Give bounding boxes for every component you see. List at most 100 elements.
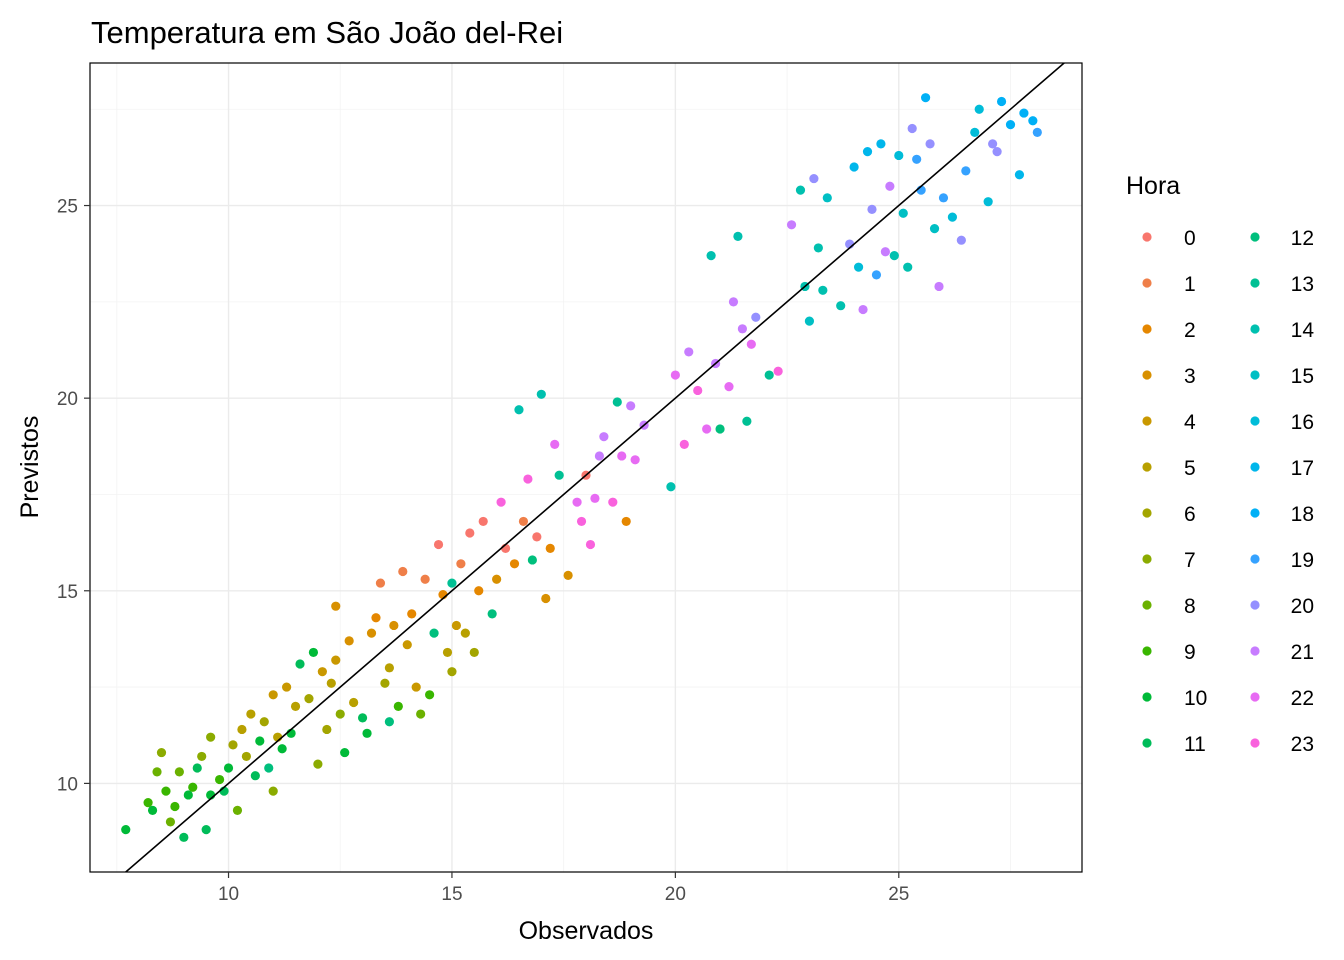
- data-point: [858, 304, 868, 315]
- data-point: [322, 724, 332, 735]
- data-point: [1019, 108, 1029, 118]
- data-point: [728, 297, 739, 307]
- data-point: [929, 224, 940, 234]
- data-point: [889, 251, 899, 261]
- legend-label: 8: [1184, 595, 1196, 618]
- legend-key: [1142, 370, 1152, 380]
- data-point: [836, 301, 846, 311]
- legend-label: 1: [1184, 273, 1196, 296]
- data-point: [809, 173, 819, 184]
- legend-label: 10: [1184, 687, 1207, 710]
- legend: Hora 01234567891011121314151617181920212…: [1126, 172, 1314, 756]
- data-point: [246, 709, 256, 719]
- data-point: [885, 181, 895, 191]
- data-point: [380, 678, 390, 688]
- legend-label: 6: [1184, 503, 1196, 526]
- legend-label: 15: [1291, 365, 1314, 388]
- data-point: [264, 763, 274, 773]
- legend-label: 0: [1184, 227, 1196, 250]
- data-point: [715, 424, 725, 434]
- data-point: [684, 347, 694, 357]
- data-point: [304, 694, 314, 704]
- legend-label: 2: [1184, 319, 1196, 342]
- legend-key: [1250, 554, 1260, 564]
- data-point: [626, 401, 636, 411]
- x-axis-ticks: 10 15 20 25: [218, 872, 909, 905]
- legend-key: [1142, 600, 1152, 610]
- data-point: [201, 825, 211, 835]
- data-point: [724, 382, 734, 392]
- data-point: [585, 539, 596, 550]
- plot-border: [89, 62, 1083, 873]
- data-point: [1005, 120, 1016, 130]
- data-point: [407, 609, 417, 619]
- legend-label: 9: [1184, 641, 1196, 664]
- data-point: [670, 370, 680, 380]
- data-point: [389, 620, 399, 631]
- data-point: [429, 628, 439, 638]
- data-point: [456, 559, 466, 569]
- data-point: [460, 628, 470, 638]
- data-point: [371, 613, 381, 623]
- data-point: [447, 667, 457, 677]
- data-point: [362, 728, 372, 738]
- data-point: [451, 620, 462, 631]
- legend-key: [1250, 416, 1260, 426]
- data-point: [206, 732, 216, 742]
- plot-panel: [90, 63, 1082, 872]
- legend-label: 23: [1291, 733, 1314, 756]
- data-point: [621, 516, 631, 527]
- legend-label: 21: [1291, 641, 1314, 664]
- data-point: [992, 147, 1002, 157]
- legend-title: Hora: [1126, 172, 1180, 200]
- legend-key: [1142, 324, 1152, 334]
- data-point: [679, 439, 689, 449]
- data-point: [317, 667, 327, 677]
- legend-key: [1250, 232, 1260, 242]
- data-point: [277, 744, 287, 754]
- data-point: [630, 455, 640, 465]
- data-point: [478, 516, 488, 527]
- data-point: [308, 647, 319, 658]
- data-point: [335, 709, 345, 719]
- data-point: [393, 701, 403, 711]
- data-point: [733, 231, 743, 241]
- data-point: [751, 312, 761, 322]
- data-point: [197, 751, 207, 762]
- legend-label: 16: [1291, 411, 1314, 434]
- data-point: [545, 543, 555, 554]
- data-point: [232, 805, 243, 815]
- data-point: [170, 801, 180, 812]
- legend-key: [1250, 278, 1260, 288]
- data-point: [366, 628, 377, 638]
- data-point: [487, 609, 497, 619]
- y-tick-label: 10: [57, 774, 78, 795]
- data-point: [282, 682, 292, 692]
- x-tick-label: 10: [218, 884, 239, 905]
- data-point: [465, 528, 475, 538]
- data-point: [786, 220, 797, 230]
- data-point: [174, 767, 184, 777]
- data-point: [223, 763, 234, 773]
- legend-label: 19: [1291, 549, 1314, 572]
- data-point: [590, 493, 600, 503]
- x-tick-label: 15: [441, 884, 462, 905]
- legend-key: [1250, 600, 1260, 610]
- data-point: [1014, 170, 1025, 180]
- data-point: [983, 197, 993, 207]
- data-point: [259, 717, 269, 727]
- data-point: [956, 235, 966, 245]
- data-point: [416, 709, 426, 719]
- legend-label: 14: [1291, 319, 1315, 342]
- data-point: [894, 150, 904, 161]
- data-point: [469, 647, 479, 658]
- data-point: [518, 516, 529, 527]
- data-point: [903, 262, 913, 272]
- data-point: [912, 154, 922, 164]
- data-point: [737, 324, 747, 334]
- data-point: [970, 127, 980, 137]
- data-point: [442, 647, 453, 658]
- data-point: [536, 389, 546, 399]
- legend-label: 12: [1291, 227, 1314, 250]
